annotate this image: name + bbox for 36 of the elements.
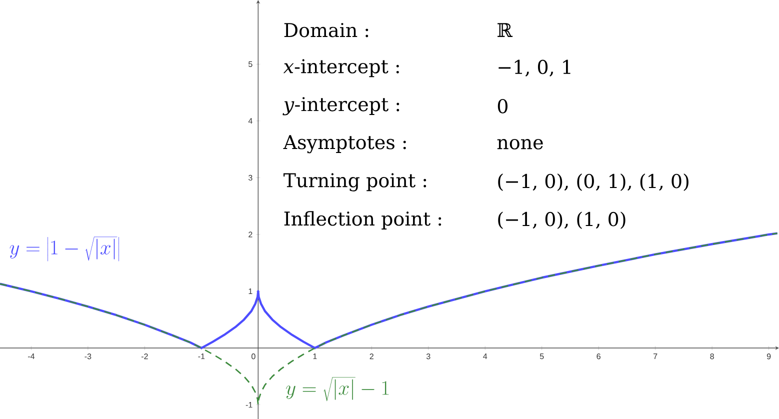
annotation: (−1, 0), (0, 1), (1, 0) bbox=[498, 174, 688, 191]
annotation: ℝ bbox=[498, 23, 513, 38]
x-tick-label: -4 bbox=[28, 354, 35, 360]
text: $y=\left|1-\sqrt{|x|}\right|$ bbox=[10, 236, 120, 262]
x-tick-label: -1 bbox=[198, 354, 205, 360]
annotation: (−1, 0), (1, 0) bbox=[498, 212, 626, 229]
y-tick-label: 4 bbox=[248, 118, 252, 124]
x-tick-label: -3 bbox=[84, 354, 92, 360]
annotation: none bbox=[497, 139, 543, 150]
line-series bbox=[0, 232, 778, 406]
annotation: x-intercept : bbox=[283, 59, 399, 78]
x-tick-label: 0 bbox=[252, 354, 256, 360]
x-tick-label: 7 bbox=[654, 354, 658, 360]
annotation: y-intercept : bbox=[282, 97, 400, 116]
y-tick-label: 5 bbox=[248, 61, 252, 67]
annotation: Asymptotes : bbox=[283, 135, 406, 154]
x-tick-label: 3 bbox=[426, 354, 430, 360]
x-tick-label: 8 bbox=[710, 354, 714, 360]
annotation: 0 bbox=[498, 98, 508, 114]
y-tick-label: 1 bbox=[248, 288, 252, 294]
y-tick-label: 3 bbox=[248, 174, 252, 181]
x-tick-label: 4 bbox=[483, 354, 488, 360]
annotation: Inflection point : bbox=[284, 211, 442, 230]
x-tick-label: 2 bbox=[370, 354, 374, 360]
annotation: −1, 0, 1 bbox=[498, 60, 570, 76]
x-tick-label: 1 bbox=[313, 354, 317, 360]
annotation: Turning point : bbox=[284, 173, 426, 192]
y-tick-label: 2 bbox=[248, 232, 252, 238]
y-tick-label: -1 bbox=[246, 402, 252, 408]
line-series bbox=[0, 232, 778, 350]
annotation: Domain : bbox=[284, 22, 368, 38]
x-tick-label: 5 bbox=[540, 354, 544, 360]
x-tick-label: 6 bbox=[596, 354, 600, 360]
x-tick-label: -2 bbox=[141, 354, 148, 360]
series-label: $y=\sqrt{|x|}-1$ bbox=[286, 377, 389, 402]
x-tick-label: 9 bbox=[766, 354, 771, 360]
